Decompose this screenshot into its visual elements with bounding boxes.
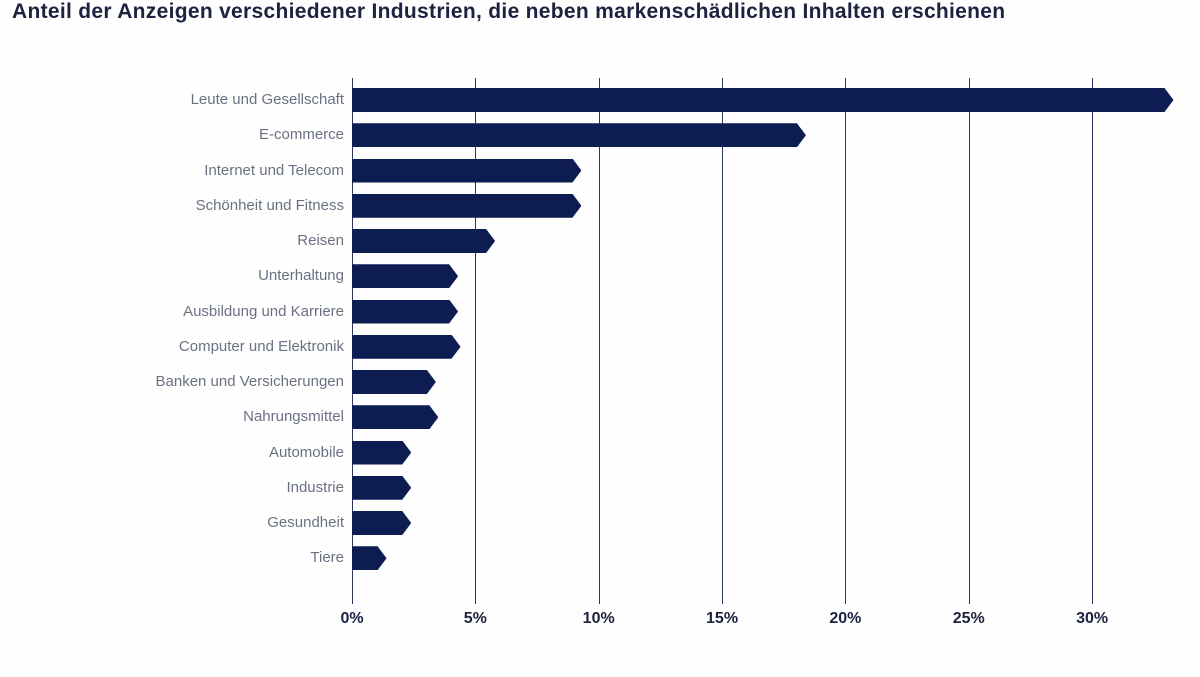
x-axis-tick-label: 10% bbox=[582, 610, 615, 627]
bar bbox=[352, 300, 458, 324]
category-label: Reisen bbox=[297, 232, 344, 249]
bar bbox=[352, 264, 458, 288]
category-label: Ausbildung und Karriere bbox=[183, 302, 344, 320]
bar bbox=[352, 511, 411, 535]
category-label: Industrie bbox=[286, 478, 344, 496]
x-axis-tick-label: 30% bbox=[1076, 610, 1109, 627]
category-label: Nahrungsmittel bbox=[243, 408, 344, 426]
category-label: Automobile bbox=[268, 443, 344, 461]
bar bbox=[352, 546, 387, 570]
category-label: Computer und Elektronik bbox=[178, 337, 344, 355]
bar bbox=[352, 194, 581, 218]
category-label: Schönheit und Fitness bbox=[195, 196, 344, 214]
category-label: Leute und Gesellschaft bbox=[190, 91, 344, 108]
bar bbox=[352, 335, 461, 359]
x-axis-tick-label: 15% bbox=[706, 610, 739, 627]
category-label: E-commerce bbox=[258, 126, 344, 144]
gridline bbox=[722, 78, 724, 604]
gridline bbox=[968, 78, 970, 604]
gridline bbox=[475, 78, 477, 604]
category-label: Banken und Versicherungen bbox=[155, 373, 344, 390]
x-axis-tick-label: 20% bbox=[829, 610, 862, 627]
x-axis-tick-label: 0% bbox=[340, 610, 364, 627]
bar bbox=[352, 441, 411, 465]
category-label: Internet und Telecom bbox=[204, 161, 344, 179]
gridline bbox=[1092, 78, 1094, 604]
x-axis-tick-label: 25% bbox=[952, 610, 985, 627]
category-label: Tiere bbox=[310, 549, 344, 567]
bar bbox=[352, 370, 436, 394]
x-axis-tick-label: 5% bbox=[463, 610, 487, 627]
bar bbox=[352, 476, 411, 500]
category-label: Gesundheit bbox=[267, 514, 344, 531]
chart-title: Anteil der Anzeigen verschiedener Indust… bbox=[12, 0, 1006, 23]
category-label: Unterhaltung bbox=[258, 267, 344, 285]
bar bbox=[352, 229, 495, 253]
bar bbox=[352, 88, 1174, 112]
bar bbox=[352, 123, 806, 147]
bar bbox=[352, 405, 438, 429]
bar bbox=[352, 159, 581, 183]
gridline bbox=[845, 78, 847, 604]
gridline bbox=[598, 78, 600, 604]
